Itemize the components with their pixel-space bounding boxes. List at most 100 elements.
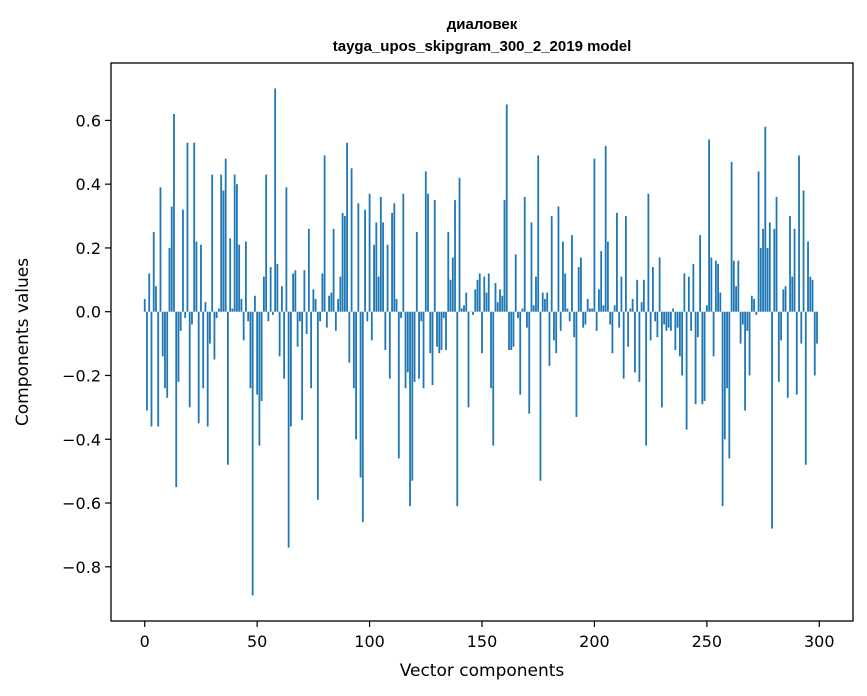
bar [791,276,794,312]
x-tick-label: 0 [140,632,150,651]
bar [359,311,362,478]
bar [294,270,297,312]
bar [382,222,384,312]
bar [508,311,510,350]
bar [267,311,270,322]
bar [598,289,600,312]
bar [593,158,596,312]
bar [753,298,755,312]
bar [386,244,389,312]
bar [348,311,351,363]
bar [566,308,569,312]
bar [341,212,344,312]
bar [249,311,252,389]
bar [402,193,405,312]
bar [182,209,184,312]
bar [658,257,661,312]
bar [377,276,380,312]
bar [227,311,229,465]
bar [161,311,164,357]
bar [343,216,346,312]
bar [325,311,328,328]
bar [233,174,236,312]
bar [287,311,290,548]
bar [634,311,636,373]
bar [798,155,800,312]
bar [802,190,805,312]
bar [224,158,227,312]
bar [191,311,193,325]
bar [395,298,398,312]
bar [694,311,697,405]
bar [173,114,175,312]
bar [784,286,787,312]
bar [705,305,708,312]
bar [211,174,214,312]
bar [586,298,589,312]
bar [728,311,731,459]
bar [283,311,286,379]
bar [236,184,238,312]
bar [530,222,533,312]
bar [521,308,524,312]
bar [204,302,207,312]
bar [692,263,695,312]
bar [708,139,710,312]
x-axis-label: Vector components [400,661,565,681]
bar [481,311,483,354]
bar [701,311,704,405]
bar [496,302,499,312]
bar [512,311,515,347]
bar [146,311,148,411]
bar [782,289,785,312]
bar [582,311,585,328]
x-tick-label: 50 [247,632,267,651]
bar [499,289,501,312]
bar [519,311,522,395]
bar [674,311,677,350]
bar [467,311,470,408]
bar [278,311,281,357]
bar [330,292,333,312]
bar [379,196,382,312]
bar [454,200,456,312]
bar [510,311,513,350]
bar [669,311,672,331]
bar [357,203,360,312]
bar [271,311,274,315]
bar [355,311,357,440]
bar [809,276,812,312]
bar [352,311,355,389]
bar [562,241,564,312]
bar [478,273,481,312]
bar [757,171,760,312]
bar [483,276,486,312]
bar [256,311,259,395]
bar [427,193,429,312]
bar [368,193,371,312]
bar [568,311,571,322]
bar [721,311,724,507]
bar [665,311,668,331]
bar [310,311,313,389]
bar [152,231,155,312]
bar [616,212,618,312]
y-axis-label: Components values [13,258,33,426]
bar [440,311,443,350]
bar [656,311,659,338]
bar [494,283,497,312]
bar [762,228,764,312]
bar [607,241,609,312]
bar [433,200,436,312]
bar [649,311,652,341]
bar [514,254,517,312]
bar [546,292,549,312]
bar [238,244,241,312]
bar [447,231,450,312]
bar [445,311,447,350]
bar [170,206,173,312]
bar [571,235,573,312]
x-tick-label: 300 [804,632,835,651]
bar [535,276,537,312]
